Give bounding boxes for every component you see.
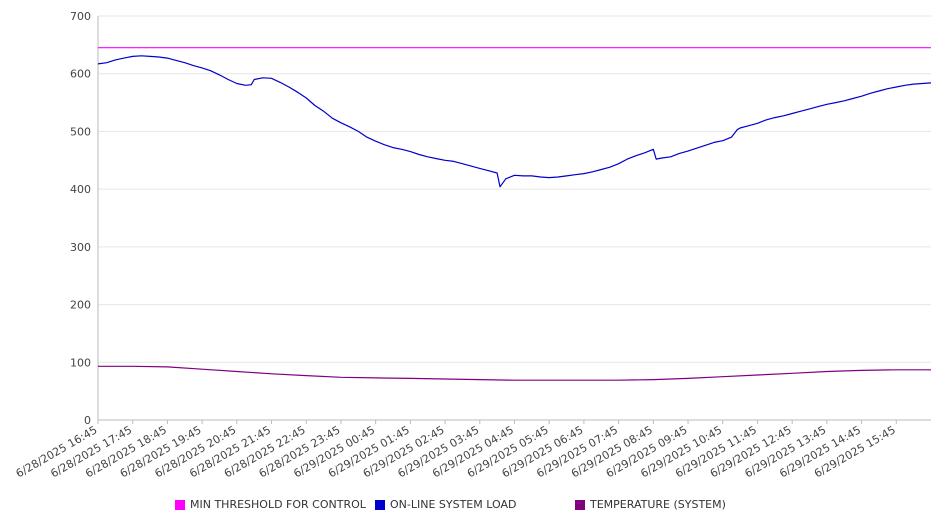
legend-swatch	[375, 499, 385, 510]
legend-item-temperature[interactable]: TEMPERATURE (SYSTEM)	[575, 498, 726, 511]
grid-lines	[98, 15, 931, 363]
y-tick-label: 700	[70, 10, 91, 23]
y-tick-label: 100	[70, 356, 91, 369]
legend-item-system-load[interactable]: ON-LINE SYSTEM LOAD	[375, 498, 516, 511]
y-tick-label: 600	[70, 68, 91, 81]
legend-swatch	[175, 499, 185, 510]
y-axis-ticks: 0 100 200 300 400 500 600 700	[70, 10, 91, 427]
series-lines	[97, 47, 932, 381]
legend-label: MIN THRESHOLD FOR CONTROL	[190, 498, 366, 511]
temperature-line	[98, 365, 931, 381]
legend-swatch	[575, 499, 585, 510]
system-load-line	[97, 55, 932, 188]
legend-label: ON-LINE SYSTEM LOAD	[390, 498, 517, 511]
legend: MIN THRESHOLD FOR CONTROL ON-LINE SYSTEM…	[0, 498, 946, 514]
x-axis-ticks: 6/28/2025 16:456/28/2025 17:456/28/2025 …	[14, 420, 898, 480]
legend-item-threshold[interactable]: MIN THRESHOLD FOR CONTROL	[175, 498, 366, 511]
y-tick-label: 200	[70, 299, 91, 312]
legend-label: TEMPERATURE (SYSTEM)	[590, 498, 726, 511]
y-tick-label: 300	[70, 241, 91, 254]
y-tick-label: 0	[84, 414, 91, 427]
y-tick-label: 500	[70, 125, 91, 138]
y-tick-label: 400	[70, 183, 91, 196]
